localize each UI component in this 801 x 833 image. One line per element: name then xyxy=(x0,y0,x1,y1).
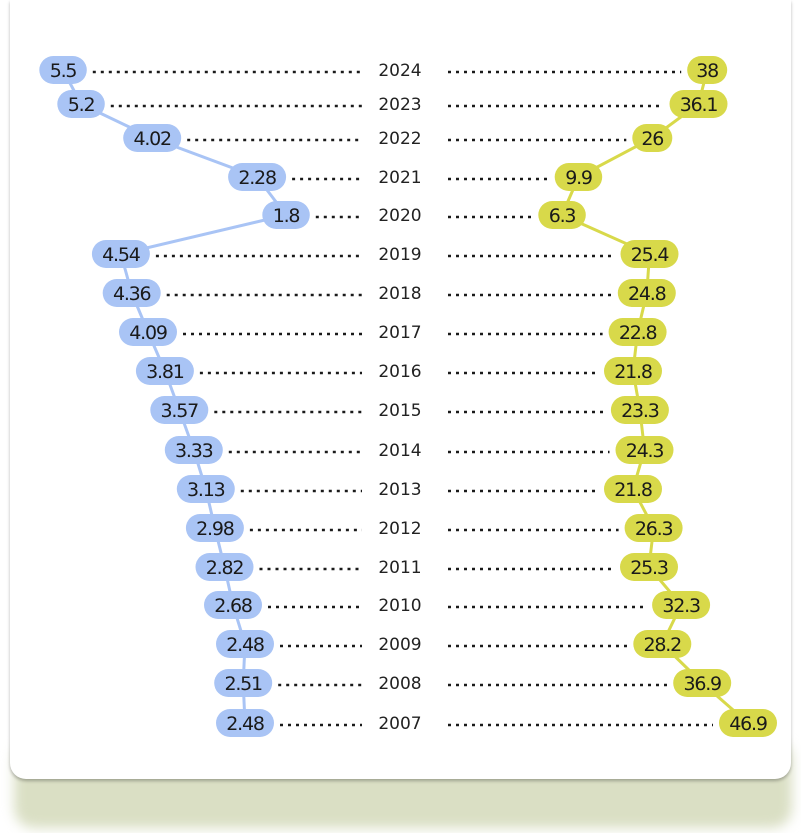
data-label-right: 28.2 xyxy=(644,634,682,656)
year-label: 2019 xyxy=(378,245,421,265)
data-point-left xyxy=(119,318,177,346)
data-label-left: 1.8 xyxy=(273,205,300,227)
data-label-left: 3.33 xyxy=(175,440,213,462)
data-label-left: 2.98 xyxy=(196,518,234,540)
year-label: 2007 xyxy=(378,714,421,734)
year-label: 2022 xyxy=(378,129,421,149)
data-point-right xyxy=(604,357,662,385)
data-label-right: 25.3 xyxy=(630,557,668,579)
year-label: 2011 xyxy=(378,558,421,578)
data-label-left: 2.68 xyxy=(214,595,252,617)
data-label-right: 36.9 xyxy=(683,673,721,695)
data-point-left xyxy=(135,357,194,385)
data-label-right: 32.3 xyxy=(662,595,700,617)
data-label-right: 24.8 xyxy=(628,283,666,305)
data-point-left xyxy=(57,90,105,118)
data-label-left: 4.02 xyxy=(133,128,171,150)
series-left: 5.5 5.2 4.02 2.28 1.8 4.54 4.36 4.09 3.81 3.57 3.3… xyxy=(39,56,310,737)
data-label-left: 2.28 xyxy=(238,167,276,189)
year-label: 2008 xyxy=(378,674,421,694)
data-point-left xyxy=(185,514,244,542)
data-point-right xyxy=(538,201,586,229)
data-point-left xyxy=(216,630,274,658)
data-label-right: 21.8 xyxy=(614,361,652,383)
data-point-left xyxy=(262,201,310,229)
data-label-left: 4.54 xyxy=(102,244,141,266)
data-label-right: 26.3 xyxy=(635,518,673,540)
data-label-left: 4.36 xyxy=(113,283,151,305)
data-point-left xyxy=(195,553,254,581)
year-label: 2015 xyxy=(378,401,421,421)
year-labels: 2024 2023 2022 2021 2020 2019 2018 2017 2016 2015… xyxy=(378,61,421,734)
data-label-right: 26 xyxy=(641,128,663,150)
data-label-right: 36.1 xyxy=(680,94,718,116)
data-point-left xyxy=(39,56,87,84)
data-point-right xyxy=(669,90,728,118)
year-label: 2010 xyxy=(378,596,421,616)
data-label-right: 23.3 xyxy=(621,400,659,422)
data-label-left: 2.51 xyxy=(224,673,262,695)
data-point-right xyxy=(554,163,603,191)
data-point-right xyxy=(652,591,711,619)
data-point-right xyxy=(610,396,669,424)
year-label: 2024 xyxy=(378,61,421,81)
data-point-right xyxy=(617,279,676,307)
year-label: 2013 xyxy=(378,480,421,500)
data-point-right xyxy=(719,709,777,737)
data-label-left: 5.2 xyxy=(68,94,95,116)
data-label-left: 3.13 xyxy=(187,479,225,501)
data-label-right: 22.8 xyxy=(619,322,657,344)
data-point-right xyxy=(604,475,662,503)
data-label-left: 3.57 xyxy=(161,400,199,422)
data-point-left xyxy=(216,709,274,737)
year-label: 2016 xyxy=(378,362,421,382)
data-point-right xyxy=(632,124,673,152)
data-label-left: 4.09 xyxy=(129,322,167,344)
data-point-right xyxy=(620,240,679,268)
data-label-right: 46.9 xyxy=(729,713,767,735)
data-point-right xyxy=(620,553,678,581)
data-point-left xyxy=(164,436,223,464)
year-label: 2012 xyxy=(378,519,421,539)
data-label-left: 2.48 xyxy=(226,634,264,656)
data-point-left xyxy=(102,279,161,307)
year-label: 2020 xyxy=(378,206,421,226)
data-point-left xyxy=(91,240,150,268)
data-label-left: 5.5 xyxy=(50,60,77,82)
year-label: 2017 xyxy=(378,323,421,343)
data-point-left xyxy=(123,124,182,152)
data-label-right: 38 xyxy=(696,60,718,82)
data-point-right xyxy=(624,514,683,542)
year-label: 2018 xyxy=(378,284,421,304)
year-label: 2021 xyxy=(378,168,421,188)
data-point-left xyxy=(228,163,287,191)
data-label-right: 6.3 xyxy=(549,205,576,227)
data-point-left xyxy=(150,396,209,424)
data-label-left: 3.81 xyxy=(146,361,184,383)
data-label-right: 9.9 xyxy=(565,167,592,189)
data-point-right xyxy=(633,630,692,658)
year-label: 2014 xyxy=(378,441,421,461)
year-label: 2023 xyxy=(378,95,421,115)
data-point-right xyxy=(673,669,732,697)
data-label-right: 24.3 xyxy=(626,440,664,462)
data-point-left xyxy=(214,669,273,697)
data-label-left: 2.82 xyxy=(206,557,244,579)
series-right: 38 36.1 26 9.9 6.3 25.4 24.8 22.8 21.8 23.3 24.3 21… xyxy=(538,56,777,737)
data-point-right xyxy=(608,318,667,346)
dotted-leader-lines xyxy=(92,70,713,727)
data-point-right xyxy=(615,436,674,464)
data-label-right: 21.8 xyxy=(614,479,652,501)
data-point-left xyxy=(176,475,235,503)
data-point-left xyxy=(204,591,262,619)
data-point-right xyxy=(687,56,728,84)
data-label-left: 2.48 xyxy=(226,713,264,735)
data-label-right: 25.4 xyxy=(631,244,670,266)
year-label: 2009 xyxy=(378,635,421,655)
